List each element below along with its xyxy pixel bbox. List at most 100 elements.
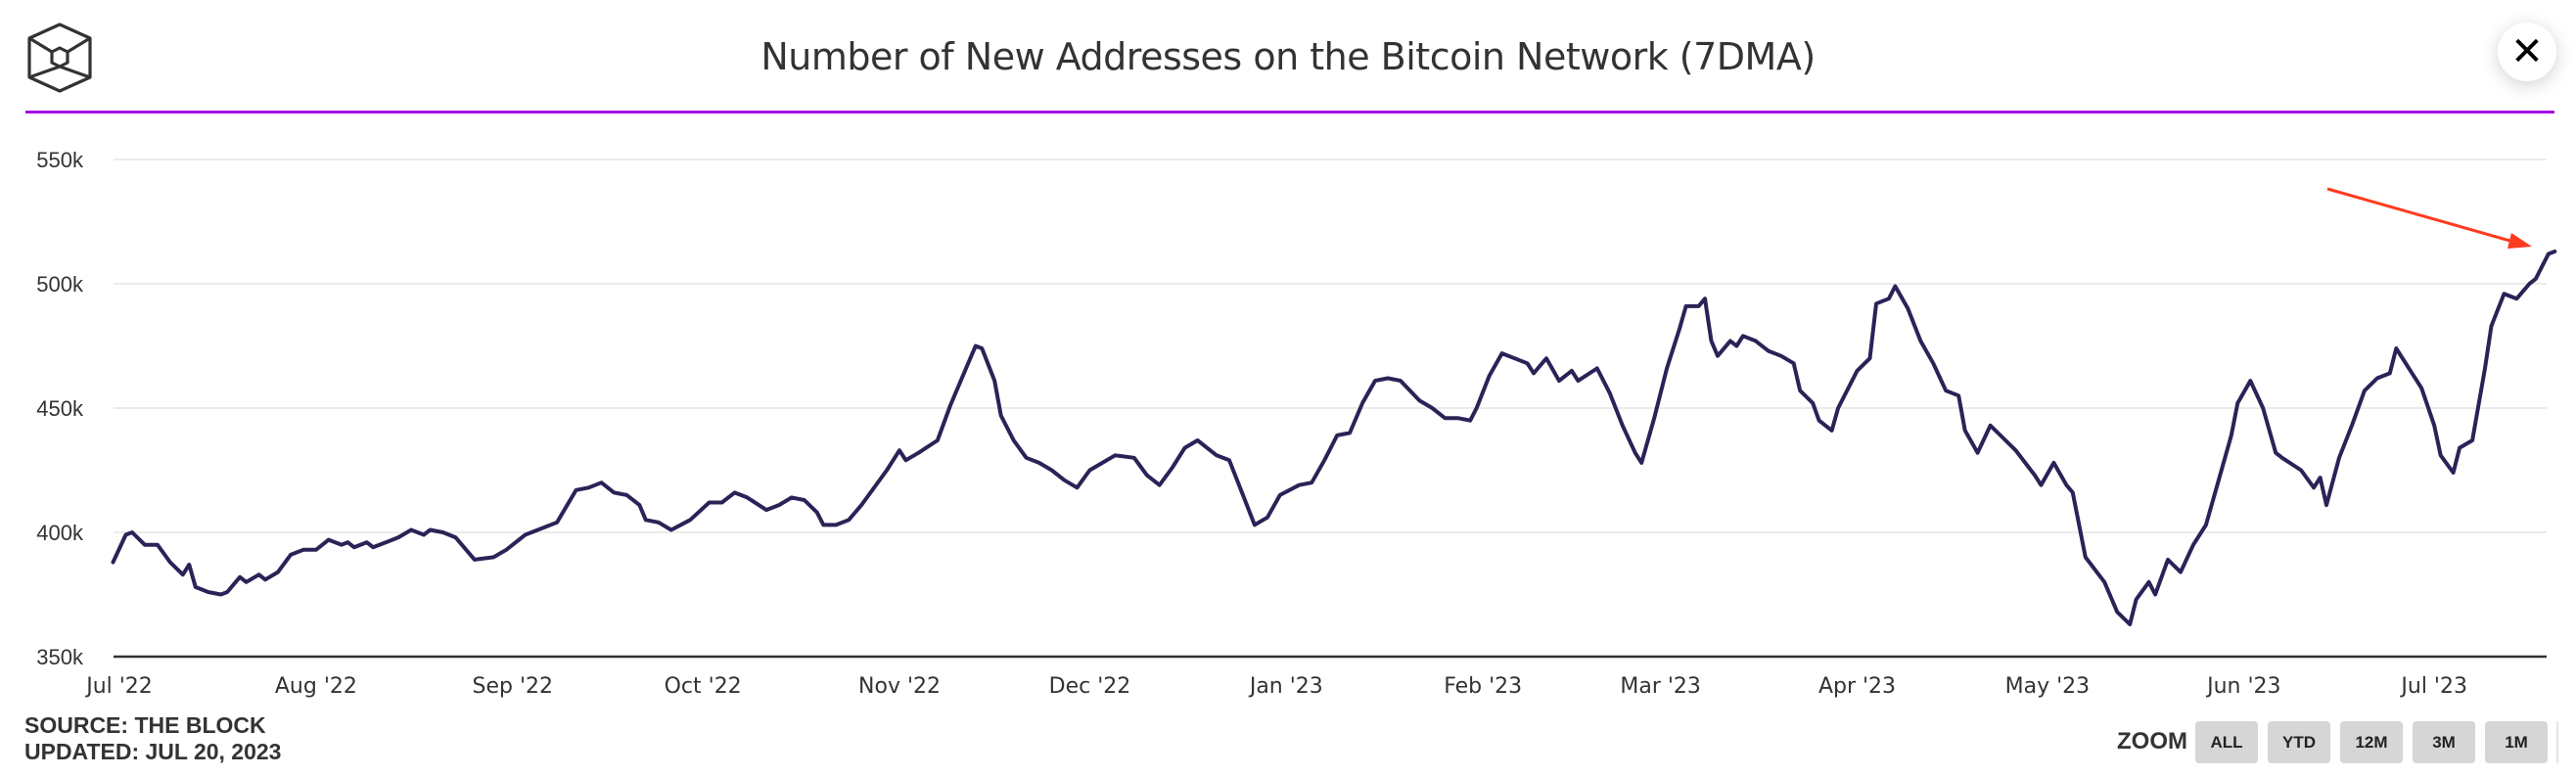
data-point [918,452,919,453]
data-point [747,497,748,498]
data-point [1419,400,1420,401]
zoom-3m-button[interactable]: 3M [2413,721,2475,763]
data-point [2434,425,2435,426]
data-point [1641,462,1642,463]
data-point [2301,470,2302,471]
data-point [1362,402,1363,403]
data-point [670,529,671,530]
data-point [2314,487,2315,488]
data-point [442,532,443,533]
x-tick-label: Jul '23 [2399,674,2467,699]
close-icon: ✕ [2510,29,2544,74]
chart-footer: SOURCE: THE BLOCK UPDATED: JUL 20, 2023 [24,712,281,765]
data-point [791,497,792,498]
zoom-ytd-button[interactable]: YTD [2268,721,2330,763]
data-point [278,571,279,572]
data-point [2460,447,2461,448]
data-point [849,520,850,521]
data-point [1514,358,1515,359]
the-block-logo-icon [27,23,92,93]
data-point [1254,525,1255,526]
data-point [2205,525,2206,526]
data-point [1718,355,1719,356]
data-point [2554,251,2555,252]
data-point [207,592,208,593]
y-tick-label: 400k [36,521,84,545]
data-point [2148,581,2149,582]
data-point [1654,418,1655,419]
data-point [1869,358,1870,359]
data-point [1698,305,1699,306]
data-point [2440,455,2441,456]
data-point [2472,440,2473,441]
data-point [1279,494,1280,495]
data-point [2053,462,2054,463]
zoom-all-button[interactable]: ALL [2195,721,2258,763]
data-point [1242,492,1243,493]
data-point [1888,298,1889,299]
data-point [1311,482,1312,483]
data-point [1990,425,1991,426]
data-point [1172,468,1173,469]
close-button[interactable]: ✕ [2498,23,2556,81]
data-point [373,547,374,548]
data-point [2168,559,2169,560]
data-point [1089,470,1090,471]
data-point [1324,460,1325,461]
x-tick-label: Jan '23 [1248,674,1323,699]
data-point [1229,460,1230,461]
data-point [2516,298,2517,299]
data-point [1266,517,1267,518]
data-point [1977,452,1978,453]
data-point [347,542,348,543]
data-point [575,489,576,490]
data-point [639,505,640,506]
data-point [132,532,133,533]
data-point [778,505,779,506]
data-point [328,539,329,540]
data-point [1038,462,1039,463]
data-point [1489,376,1490,377]
data-point [1026,457,1027,458]
data-point [2485,368,2486,369]
data-point [1534,373,1535,374]
data-point [1711,341,1712,342]
data-point [2237,402,2238,403]
data-point [899,450,900,451]
data-point [1388,378,1389,379]
data-point [1445,418,1446,419]
data-point [1679,328,1680,329]
data-point [1077,487,1078,488]
data-point [709,502,710,503]
data-point [1115,455,1116,456]
data-point [240,576,241,577]
data-point [1946,390,1947,391]
data-point [398,537,399,538]
data-point [905,460,906,461]
data-point [2364,390,2365,391]
zoom-12m-button[interactable]: 12M [2340,721,2403,763]
data-point [315,549,316,550]
data-point [493,557,494,558]
data-point [2320,478,2321,479]
data-point [1933,363,1934,364]
x-axis-labels: Jul '22 Aug '22 Sep '22 Oct '22 Nov '22 Dec '… [84,674,2467,699]
data-point [246,581,247,582]
data-point [2136,599,2137,600]
data-point [291,554,292,555]
data-point [1197,440,1198,441]
data-point [949,405,950,406]
series-group [111,250,2557,626]
data-point [2155,594,2156,595]
zoom-1m-button[interactable]: 1M [2485,721,2548,763]
data-point [1705,298,1706,299]
data-point [144,544,145,545]
x-tick-label: Dec '22 [1049,674,1131,699]
data-point [461,544,462,545]
data-point [823,525,824,526]
data-point [2389,373,2390,374]
data-point [804,500,805,501]
data-point [2352,425,2353,426]
data-point [836,525,837,526]
data-point [887,470,888,471]
